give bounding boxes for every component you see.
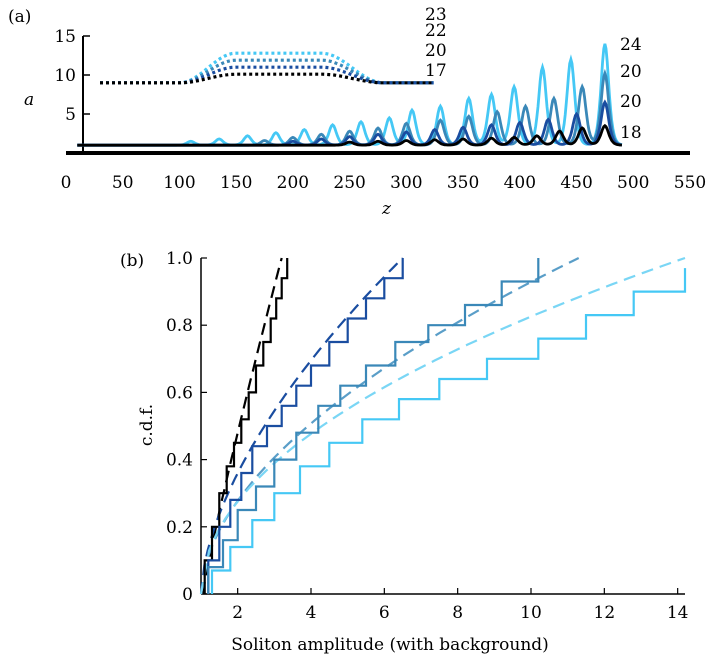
panel-b-y-tick-label: 0.4 bbox=[166, 451, 193, 471]
panel-b-cdf-step bbox=[203, 258, 289, 594]
panel-a-solid-label: 20 bbox=[620, 92, 642, 112]
panel-a-solid-label: 20 bbox=[620, 62, 642, 82]
panel-a-y-tick-label: 15 bbox=[54, 27, 76, 47]
panel-b-label: (b) bbox=[120, 251, 144, 271]
panel-b-x-tick-label: 10 bbox=[520, 603, 542, 623]
panel-a-x-tick-label: 550 bbox=[674, 173, 706, 193]
panel-b-ylabel: c.d.f. bbox=[137, 404, 157, 446]
panel-a-dotted-series bbox=[100, 72, 434, 85]
panel-b-y-tick-label: 0.2 bbox=[166, 518, 193, 538]
panel-a-dotted-label: 22 bbox=[425, 21, 447, 41]
panel-a-x-tick-label: 250 bbox=[333, 173, 365, 193]
panel-b-x-tick-label: 14 bbox=[667, 603, 689, 623]
panel-b-y-tick-label: 0.8 bbox=[166, 316, 193, 336]
panel-a-x-tick-label: 350 bbox=[447, 173, 479, 193]
panel-a-x-tick-label: 400 bbox=[504, 173, 536, 193]
panel-b-y-tick-label: 1.0 bbox=[166, 249, 193, 269]
panel-b-xlabel: Soliton amplitude (with background) bbox=[231, 635, 549, 655]
panel-b-y-tick-label: 0 bbox=[182, 585, 193, 605]
panel-b-dashed-fit bbox=[199, 257, 404, 595]
panel-a-x-tick-label: 300 bbox=[390, 173, 422, 193]
panel-a-y-tick-label: 10 bbox=[54, 66, 76, 86]
panel-b-x-tick-label: 12 bbox=[594, 603, 616, 623]
panel-a-dotted-label: 20 bbox=[425, 41, 447, 61]
panel-a-y-tick-label: 5 bbox=[65, 105, 76, 125]
panel-a-x-tick-label: 100 bbox=[163, 173, 195, 193]
panel-a-ylabel: a bbox=[24, 90, 34, 110]
panel-b-plot: 0 0.2 0.4 0.6 0.8 1.0 2 4 6 8 10 12 14 bbox=[166, 249, 689, 623]
panel-a-dotted-label: 17 bbox=[425, 61, 447, 81]
panel-a-x-tick-label: 450 bbox=[560, 173, 592, 193]
panel-b-y-tick-label: 0.6 bbox=[166, 383, 193, 403]
panel-a-dotted-series bbox=[100, 65, 434, 85]
panel-b-cdf-step bbox=[210, 268, 687, 594]
panel-b-x-tick-label: 8 bbox=[452, 603, 463, 623]
panel-a-x-tick-label: 150 bbox=[220, 173, 252, 193]
panel-a-solid-series bbox=[77, 123, 623, 147]
panel-a-dotted-label: 23 bbox=[425, 5, 447, 25]
panel-b-cdf-step bbox=[207, 258, 540, 594]
panel-b-x-tick-label: 4 bbox=[306, 603, 317, 623]
panel-b-cdf-step bbox=[207, 258, 404, 594]
panel-a-x-tick-label: 500 bbox=[617, 173, 649, 193]
panel-b-x-tick-label: 2 bbox=[232, 603, 243, 623]
panel-a-xlabel: z bbox=[381, 199, 392, 219]
panel-b-x-tick-label: 6 bbox=[379, 603, 390, 623]
panel-a-x-tick-label: 50 bbox=[112, 173, 134, 193]
panel-b-dashed-fit bbox=[199, 257, 580, 595]
panel-a-dotted-series bbox=[100, 58, 434, 85]
panel-a-solid-label: 24 bbox=[620, 35, 642, 55]
panel-a-x-tick-label: 0 bbox=[61, 173, 72, 193]
panel-a-solid-label: 18 bbox=[620, 123, 642, 143]
panel-a-x-tick-label: 200 bbox=[277, 173, 309, 193]
panel-a-label: (a) bbox=[8, 7, 31, 27]
